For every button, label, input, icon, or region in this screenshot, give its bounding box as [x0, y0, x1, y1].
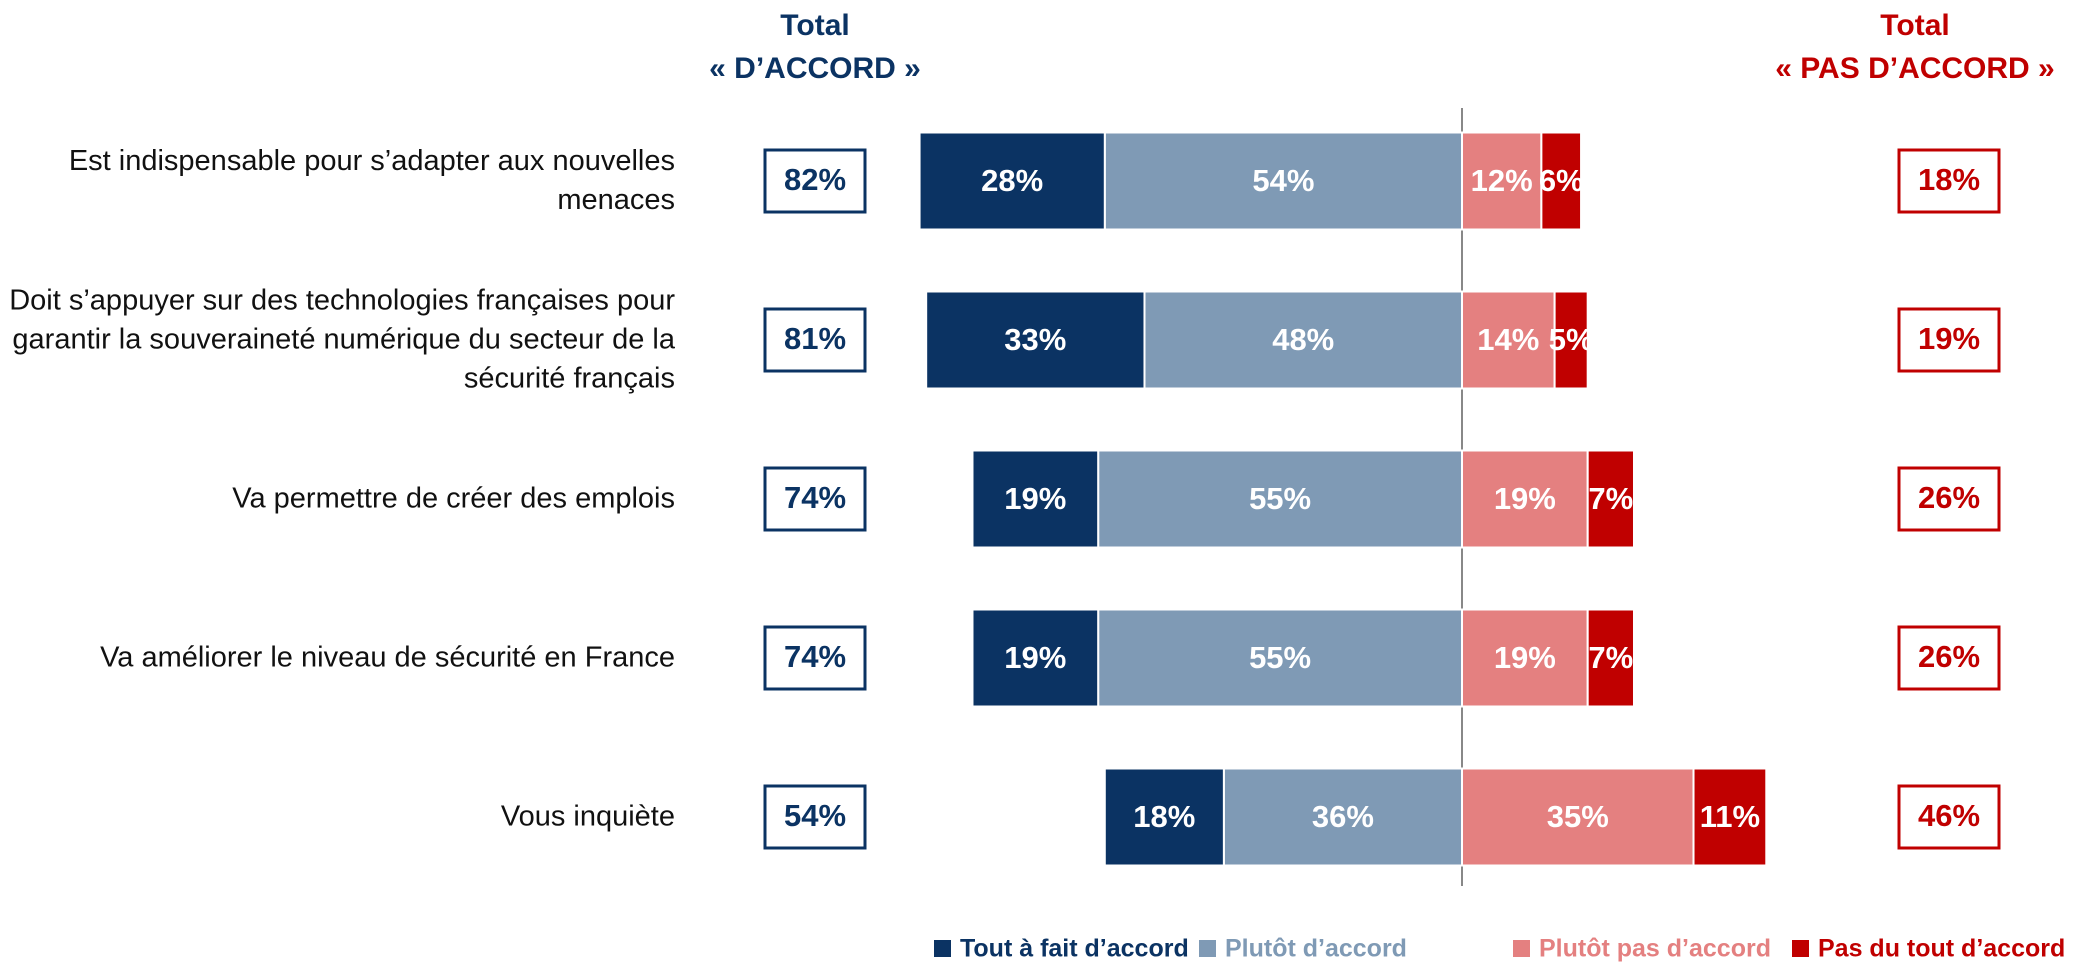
bar-segment [918, 131, 1106, 231]
bar-segment [1222, 767, 1463, 867]
category-label: Est indispensable pour s’adapter aux nou… [68, 145, 675, 216]
bar-segment [1540, 131, 1583, 231]
bar-label: 19% [1004, 481, 1066, 516]
legend-swatch [934, 940, 951, 957]
bar-label: 6% [1539, 163, 1584, 198]
category-label: Va permettre de créer des emplois [232, 482, 675, 515]
bar-segment [1553, 290, 1589, 390]
bar-segment [1461, 449, 1589, 549]
total-value: 26% [1918, 480, 1980, 515]
legend-label: Plutôt pas d’accord [1539, 935, 1771, 963]
total-value: 74% [784, 639, 846, 674]
legend-swatch [1199, 940, 1216, 957]
bar-label: 18% [1133, 799, 1195, 834]
bar-label: 19% [1004, 640, 1066, 675]
legend-swatch [1513, 940, 1530, 957]
bar-label: 28% [981, 163, 1043, 198]
total-box [763, 307, 867, 373]
bar-segment [1103, 131, 1464, 231]
total-header: « PAS D’ACCORD » [1775, 52, 2055, 85]
bar-label: 7% [1588, 481, 1633, 516]
total-header: Total [1880, 9, 1949, 42]
bar-segment [1103, 767, 1225, 867]
bar-segment [1461, 608, 1589, 708]
bar-label: 55% [1249, 640, 1311, 675]
legend-swatch [1792, 940, 1809, 957]
total-box [763, 466, 867, 532]
bar-segment [1097, 449, 1464, 549]
total-box [1897, 466, 2001, 532]
bar-segment [1097, 608, 1464, 708]
total-value: 74% [784, 480, 846, 515]
legend-label: Plutôt d’accord [1225, 935, 1407, 963]
bar-label: 33% [1004, 322, 1066, 357]
total-value: 46% [1918, 798, 1980, 833]
bar-segment [1692, 767, 1768, 867]
bar-segment [971, 449, 1100, 549]
legend-label: Tout à fait d’accord [960, 935, 1189, 963]
total-value: 19% [1918, 321, 1980, 356]
bar-label: 11% [1700, 799, 1760, 834]
bar-label: 54% [1252, 163, 1314, 198]
total-value: 26% [1918, 639, 1980, 674]
total-value: 54% [784, 798, 846, 833]
category-label: Vous inquiète [500, 800, 675, 833]
total-value: 81% [784, 321, 846, 356]
bar-segment [1586, 608, 1635, 708]
bar-segment [1586, 449, 1635, 549]
bar-label: 19% [1494, 481, 1556, 516]
category-label: Va améliorer le niveau de sécurité en Fr… [100, 641, 675, 674]
bar-label: 19% [1494, 640, 1556, 675]
total-box [1897, 625, 2001, 691]
bar-label: 48% [1272, 322, 1334, 357]
total-value: 18% [1918, 162, 1980, 197]
total-header: Total [780, 9, 849, 42]
bar-segment [1461, 290, 1556, 390]
bar-label: 7% [1588, 640, 1633, 675]
bar-segment [971, 608, 1100, 708]
bar-segment [925, 290, 1146, 390]
total-box [1897, 148, 2001, 214]
bar-segment [1461, 131, 1543, 231]
legend-label: Pas du tout d’accord [1818, 935, 2065, 963]
category-label: Doit s’appuyer sur des technologies fran… [9, 284, 675, 395]
total-box [763, 148, 867, 214]
bar-label: 12% [1471, 163, 1533, 198]
total-header: « D’ACCORD » [709, 52, 921, 85]
bar-segment [1461, 767, 1695, 867]
total-box [763, 625, 867, 691]
bar-label: 35% [1547, 799, 1609, 834]
bar-label: 36% [1312, 799, 1374, 834]
total-box [1897, 784, 2001, 850]
total-box [763, 784, 867, 850]
total-value: 82% [784, 162, 846, 197]
bar-label: 5% [1549, 322, 1594, 357]
bar-label: 55% [1249, 481, 1311, 516]
total-box [1897, 307, 2001, 373]
bar-label: 14% [1477, 322, 1539, 357]
